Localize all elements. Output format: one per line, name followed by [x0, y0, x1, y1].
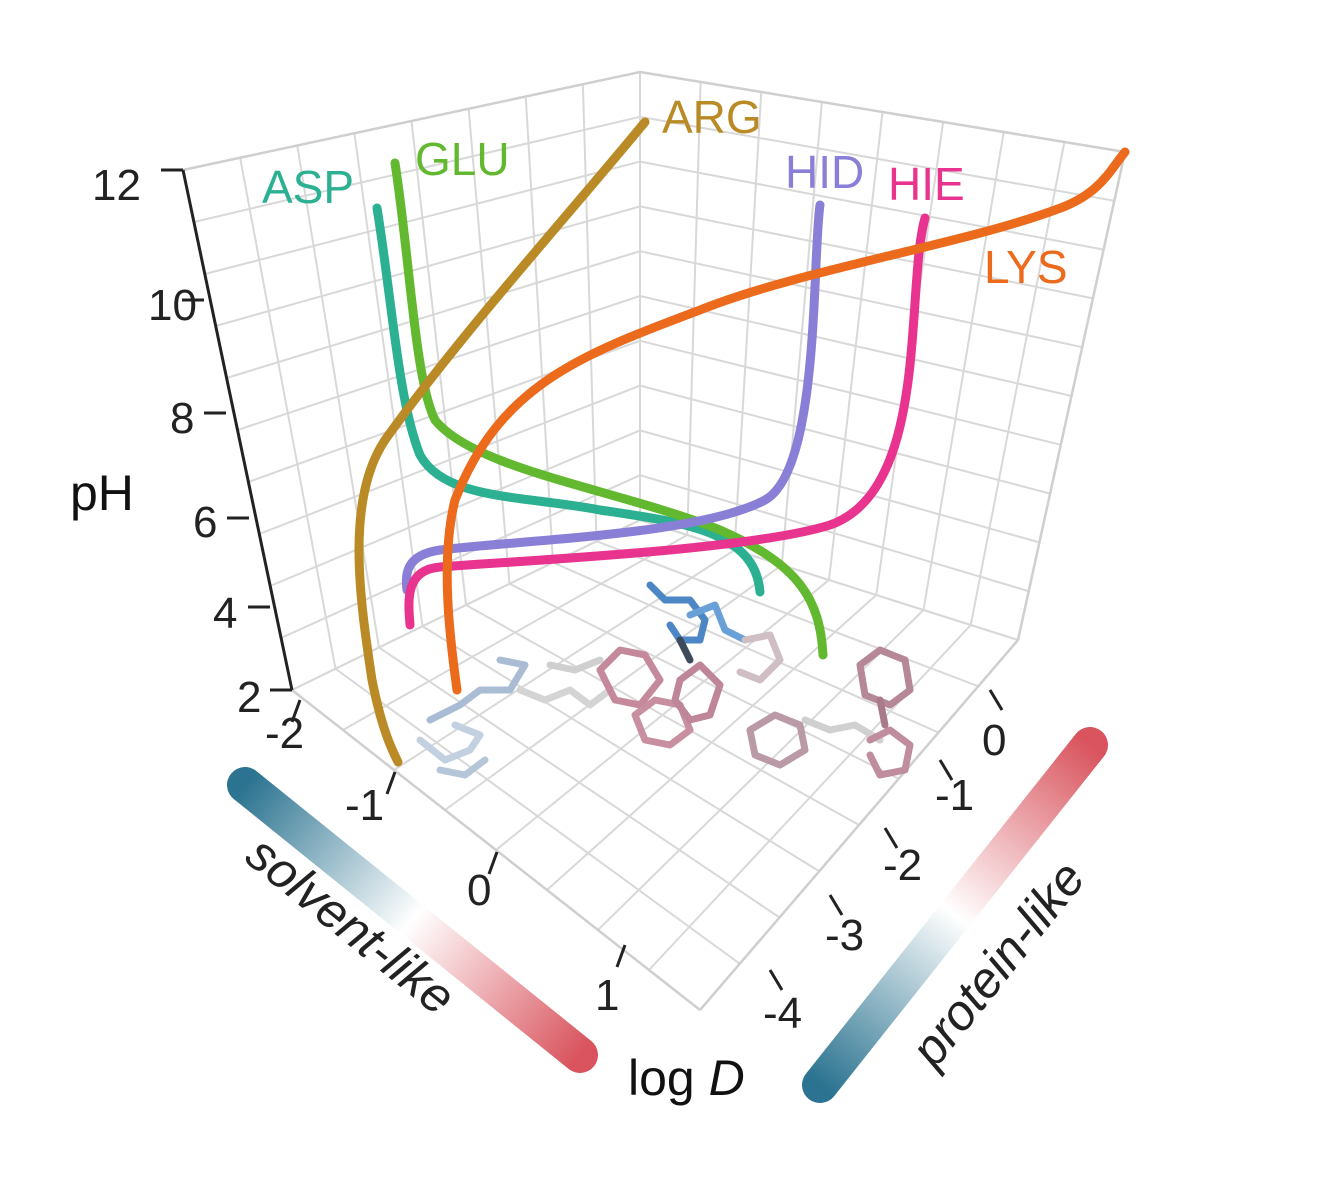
- ph-tick-label: 12: [92, 161, 141, 210]
- logd-axis-label-var: D: [709, 1050, 745, 1106]
- logd-axis-label: log D: [628, 1050, 745, 1106]
- series-line-glu: [390, 158, 828, 660]
- series-label-asp: ASP: [262, 161, 354, 213]
- grid-line: [495, 579, 830, 851]
- series-line-hid: [401, 200, 825, 595]
- molecule-bond: [801, 716, 884, 744]
- grid-line: [524, 96, 554, 563]
- molecule-bond: [866, 726, 914, 779]
- logd-tick-label: -2: [265, 709, 304, 758]
- series-label-lys: LYS: [984, 241, 1068, 293]
- logd-tick-mark: [487, 851, 499, 875]
- ph-tick-label: 8: [170, 394, 194, 443]
- right-tick-label: -4: [763, 989, 802, 1038]
- series-line-hie: [404, 213, 930, 630]
- solvent-like-colorbar: [227, 767, 598, 1073]
- series-line-arg: [354, 117, 650, 767]
- right-tick-mark: [988, 689, 1004, 711]
- right-tick-label: -3: [825, 911, 864, 960]
- right-tick-label: 0: [982, 716, 1006, 765]
- molecule-bond: [596, 646, 664, 709]
- molecule-bond: [876, 696, 889, 729]
- ph-tick-label: 2: [237, 673, 261, 722]
- logd-axis-label-prefix: log: [628, 1050, 709, 1106]
- grid-line: [780, 101, 823, 566]
- grid-line: [922, 131, 1005, 611]
- series-label-hie: HIE: [888, 158, 965, 210]
- molecule-bond: [631, 696, 694, 749]
- series-label-hid: HID: [785, 146, 864, 198]
- logd-tick-label: -1: [345, 781, 384, 830]
- series-line-lys: [442, 147, 1130, 695]
- ph-tick-label: 4: [213, 589, 237, 638]
- grid-line: [828, 111, 884, 581]
- grid-line: [467, 108, 511, 584]
- ph-axis-label: pH: [70, 465, 134, 521]
- molecule-bond: [736, 631, 784, 684]
- ph-tick-label: 10: [148, 281, 197, 330]
- right-tick-mark: [938, 759, 954, 781]
- right-tick-mark: [768, 969, 784, 991]
- grid-line: [581, 84, 598, 542]
- molecule-bond: [546, 656, 604, 674]
- molecule-structure: [416, 581, 914, 779]
- grid-line: [393, 549, 736, 771]
- series-label-glu: GLU: [415, 133, 510, 185]
- logd-tick-mark: [290, 699, 302, 723]
- series-label-arg: ARG: [662, 91, 762, 143]
- grid-line: [648, 624, 972, 971]
- series-line-asp: [372, 203, 765, 597]
- molecule-bond: [436, 756, 489, 779]
- molecule-bond: [516, 686, 614, 709]
- logd-tick-label: 1: [595, 971, 619, 1020]
- logd-tick-mark: [615, 944, 627, 968]
- right-axis: 0-1 -2 -3 -4: [763, 689, 1006, 1038]
- molecule-bond: [671, 661, 724, 724]
- series-labels: ASP GLU ARG HID HIE LYS: [262, 91, 1068, 293]
- grid-line: [444, 564, 783, 811]
- grid-line: [597, 609, 925, 931]
- series-curves: [354, 117, 1130, 767]
- ph-axis: 24 6 8 10 12 pH: [70, 161, 294, 722]
- grid-line: [733, 91, 763, 551]
- molecule-bond: [416, 721, 484, 764]
- molecule-bond: [746, 711, 809, 769]
- grid-line: [342, 534, 688, 731]
- logd-tick-label: 0: [467, 866, 491, 915]
- molecule-bond: [686, 601, 749, 644]
- right-tick-mark: [883, 827, 899, 849]
- right-tick-label: -2: [883, 841, 922, 890]
- grid-line: [969, 141, 1066, 626]
- ph-tick-label: 6: [193, 498, 217, 547]
- grid-line: [239, 157, 337, 669]
- grid-line: [291, 519, 641, 691]
- logd-tick-mark: [385, 771, 397, 795]
- protein-like-colorbar: [802, 727, 1108, 1103]
- right-tick-label: -1: [935, 771, 974, 820]
- grid-line: [296, 145, 380, 648]
- molecule-bond: [856, 646, 914, 709]
- right-tick-mark: [828, 894, 844, 916]
- molecule-bond: [426, 656, 529, 724]
- logd-axis: -2 -1 0 1 log D: [265, 699, 745, 1106]
- grid-line: [353, 133, 424, 627]
- molecule-bond: [676, 636, 694, 664]
